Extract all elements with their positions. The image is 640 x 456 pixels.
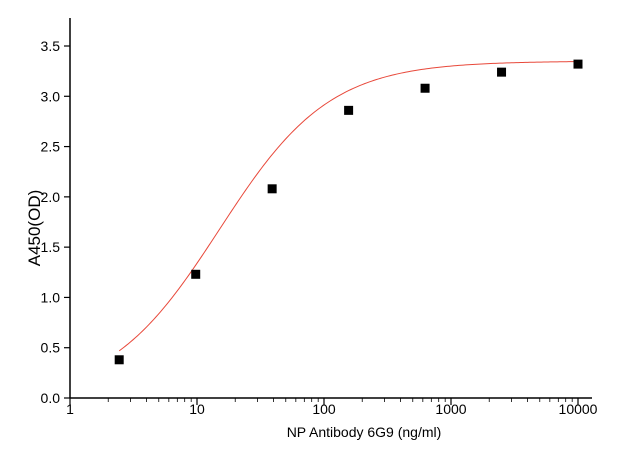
x-tick-label: 1 xyxy=(66,401,74,417)
x-tick-label: 10000 xyxy=(559,401,598,417)
fit-curve xyxy=(118,61,579,352)
data-point xyxy=(573,59,583,69)
x-tick-label: 100 xyxy=(312,401,336,417)
y-axis-title: A450(OD) xyxy=(25,190,44,267)
y-tick-label: 0.0 xyxy=(41,390,61,406)
x-tick-label: 10 xyxy=(189,401,205,417)
data-point xyxy=(420,83,430,93)
data-points xyxy=(114,59,583,365)
y-tick-label: 1.0 xyxy=(41,289,61,305)
y-tick-label: 1.5 xyxy=(41,239,61,255)
data-point xyxy=(497,67,507,77)
y-tick-label: 2.5 xyxy=(41,139,61,155)
y-ticks: 0.0 0.5 1.0 1.5 2.0 2.5 3.0 3.5 xyxy=(41,38,70,406)
x-tick-label: 1000 xyxy=(435,401,466,417)
plot-area: 0.0 0.5 1.0 1.5 2.0 2.5 3.0 3.5 1 10 100 1000 10000 xyxy=(41,18,598,417)
data-point xyxy=(114,355,124,365)
y-tick-label: 3.5 xyxy=(41,38,61,54)
x-axis-title: NP Antibody 6G9 (ng/ml) xyxy=(287,424,442,440)
y-tick-label: 2.0 xyxy=(41,189,61,205)
y-tick-label: 0.5 xyxy=(41,340,61,356)
data-point xyxy=(267,184,277,194)
x-ticks: 1 10 100 1000 10000 xyxy=(66,398,598,417)
data-point xyxy=(344,105,354,115)
y-tick-label: 3.0 xyxy=(41,88,61,104)
data-point xyxy=(191,269,201,279)
